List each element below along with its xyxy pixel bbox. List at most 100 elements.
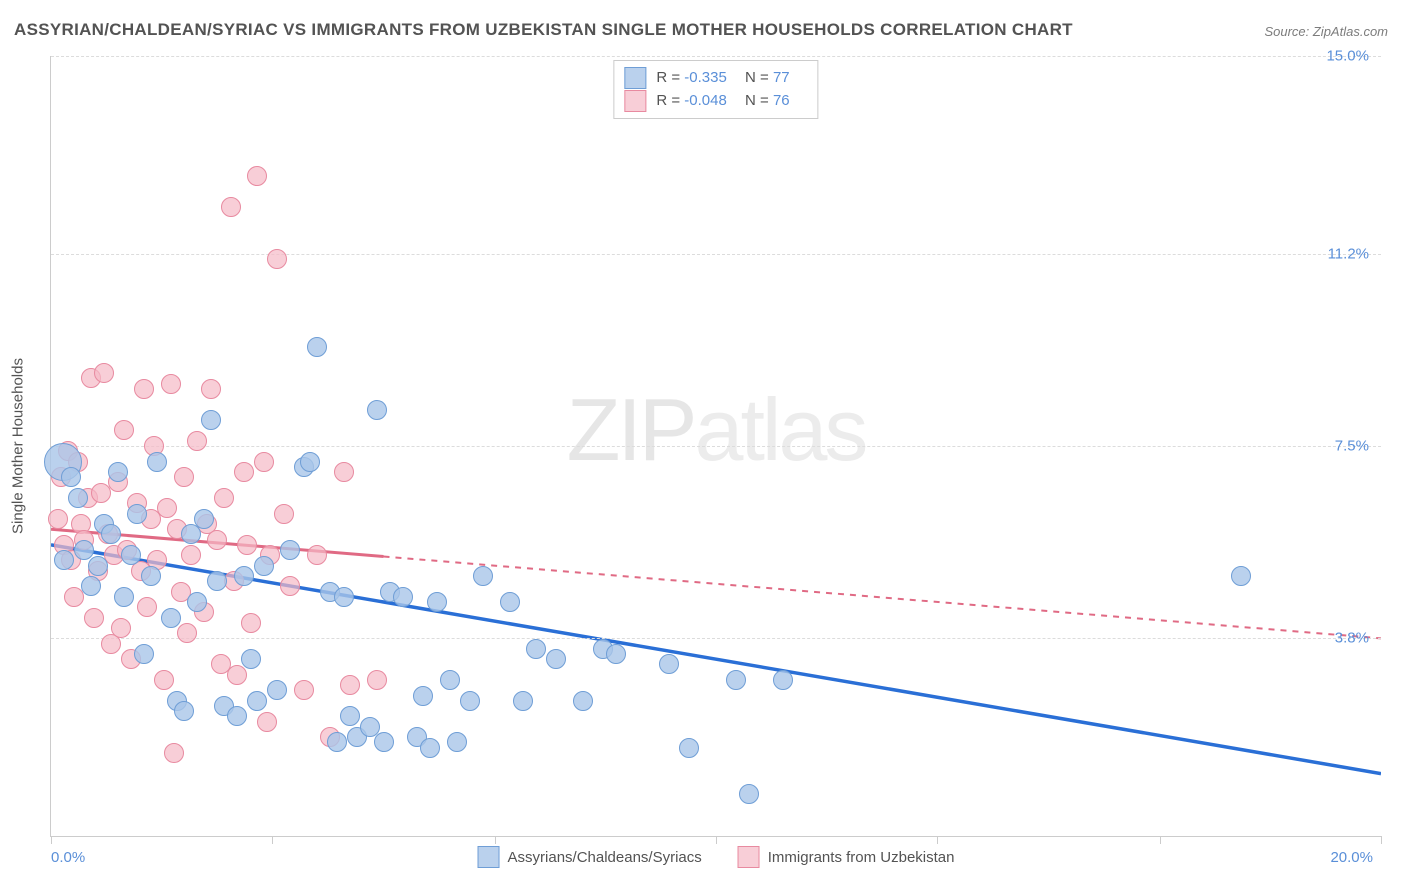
x-tick-label: 0.0%: [51, 849, 85, 866]
scatter-point-b: [274, 504, 294, 524]
scatter-point-a: [440, 670, 460, 690]
legend-row-series-a: R = -0.335 N = 77: [624, 67, 803, 90]
scatter-point-b: [157, 498, 177, 518]
gridline: [51, 446, 1381, 447]
scatter-point-a: [81, 576, 101, 596]
scatter-point-a: [300, 452, 320, 472]
scatter-point-a: [307, 337, 327, 357]
gridline: [51, 254, 1381, 255]
source-attribution: Source: ZipAtlas.com: [1264, 24, 1388, 39]
swatch-icon: [478, 846, 500, 868]
scatter-point-b: [334, 462, 354, 482]
scatter-point-b: [134, 379, 154, 399]
scatter-point-a: [207, 571, 227, 591]
scatter-point-a: [161, 608, 181, 628]
scatter-point-a: [267, 680, 287, 700]
swatch-icon: [624, 67, 646, 89]
x-tick: [716, 836, 717, 844]
scatter-point-a: [473, 566, 493, 586]
scatter-point-b: [201, 379, 221, 399]
scatter-point-a: [374, 732, 394, 752]
swatch-icon: [624, 90, 646, 112]
scatter-point-a: [340, 706, 360, 726]
scatter-point-a: [181, 524, 201, 544]
scatter-point-a: [500, 592, 520, 612]
scatter-point-a: [187, 592, 207, 612]
scatter-point-b: [84, 608, 104, 628]
scatter-point-a: [726, 670, 746, 690]
legend-label: Immigrants from Uzbekistan: [768, 849, 955, 866]
scatter-point-b: [241, 613, 261, 633]
scatter-point-a: [68, 488, 88, 508]
y-tick-label: 11.2%: [1328, 245, 1369, 262]
scatter-point-b: [254, 452, 274, 472]
legend-label: Assyrians/Chaldeans/Syriacs: [508, 849, 702, 866]
scatter-point-b: [164, 743, 184, 763]
scatter-point-b: [367, 670, 387, 690]
x-tick: [272, 836, 273, 844]
y-tick-label: 3.8%: [1335, 630, 1369, 647]
gridline: [51, 56, 1381, 57]
scatter-point-b: [214, 488, 234, 508]
scatter-point-a: [121, 545, 141, 565]
scatter-point-a: [54, 550, 74, 570]
scatter-point-b: [177, 623, 197, 643]
y-axis-label: Single Mother Households: [10, 358, 27, 534]
y-tick-label: 15.0%: [1326, 48, 1369, 65]
correlation-legend: R = -0.335 N = 77 R = -0.048 N = 76: [613, 60, 818, 119]
scatter-point-b: [280, 576, 300, 596]
scatter-point-b: [267, 249, 287, 269]
scatter-point-a: [234, 566, 254, 586]
scatter-point-b: [234, 462, 254, 482]
scatter-point-a: [134, 644, 154, 664]
legend-item-series-a: Assyrians/Chaldeans/Syriacs: [478, 846, 702, 868]
scatter-point-a: [141, 566, 161, 586]
scatter-point-b: [187, 431, 207, 451]
x-tick: [1381, 836, 1382, 844]
scatter-point-a: [679, 738, 699, 758]
scatter-point-b: [154, 670, 174, 690]
scatter-point-a: [147, 452, 167, 472]
scatter-point-a: [114, 587, 134, 607]
scatter-point-a: [573, 691, 593, 711]
x-tick-label: 20.0%: [1330, 849, 1373, 866]
scatter-point-b: [161, 374, 181, 394]
scatter-point-a: [88, 556, 108, 576]
scatter-point-a: [1231, 566, 1251, 586]
scatter-point-b: [221, 197, 241, 217]
scatter-point-b: [207, 530, 227, 550]
scatter-point-a: [546, 649, 566, 669]
scatter-point-a: [61, 467, 81, 487]
scatter-plot: ZIPatlas R = -0.335 N = 77 R = -0.048 N …: [50, 56, 1381, 837]
scatter-point-a: [427, 592, 447, 612]
scatter-point-b: [48, 509, 68, 529]
scatter-point-b: [94, 363, 114, 383]
x-tick: [495, 836, 496, 844]
scatter-point-b: [137, 597, 157, 617]
scatter-point-b: [307, 545, 327, 565]
scatter-point-a: [606, 644, 626, 664]
scatter-point-a: [526, 639, 546, 659]
scatter-point-b: [247, 166, 267, 186]
scatter-point-a: [127, 504, 147, 524]
legend-row-series-b: R = -0.048 N = 76: [624, 90, 803, 113]
scatter-point-a: [367, 400, 387, 420]
scatter-point-a: [773, 670, 793, 690]
scatter-point-a: [327, 732, 347, 752]
swatch-icon: [738, 846, 760, 868]
y-tick-label: 7.5%: [1335, 438, 1369, 455]
scatter-point-a: [413, 686, 433, 706]
scatter-point-b: [174, 467, 194, 487]
scatter-point-a: [460, 691, 480, 711]
scatter-point-b: [114, 420, 134, 440]
x-tick: [51, 836, 52, 844]
scatter-point-a: [393, 587, 413, 607]
scatter-point-a: [101, 524, 121, 544]
scatter-point-a: [420, 738, 440, 758]
scatter-point-a: [201, 410, 221, 430]
scatter-point-a: [334, 587, 354, 607]
scatter-point-a: [194, 509, 214, 529]
scatter-point-b: [181, 545, 201, 565]
scatter-point-a: [280, 540, 300, 560]
scatter-point-a: [227, 706, 247, 726]
